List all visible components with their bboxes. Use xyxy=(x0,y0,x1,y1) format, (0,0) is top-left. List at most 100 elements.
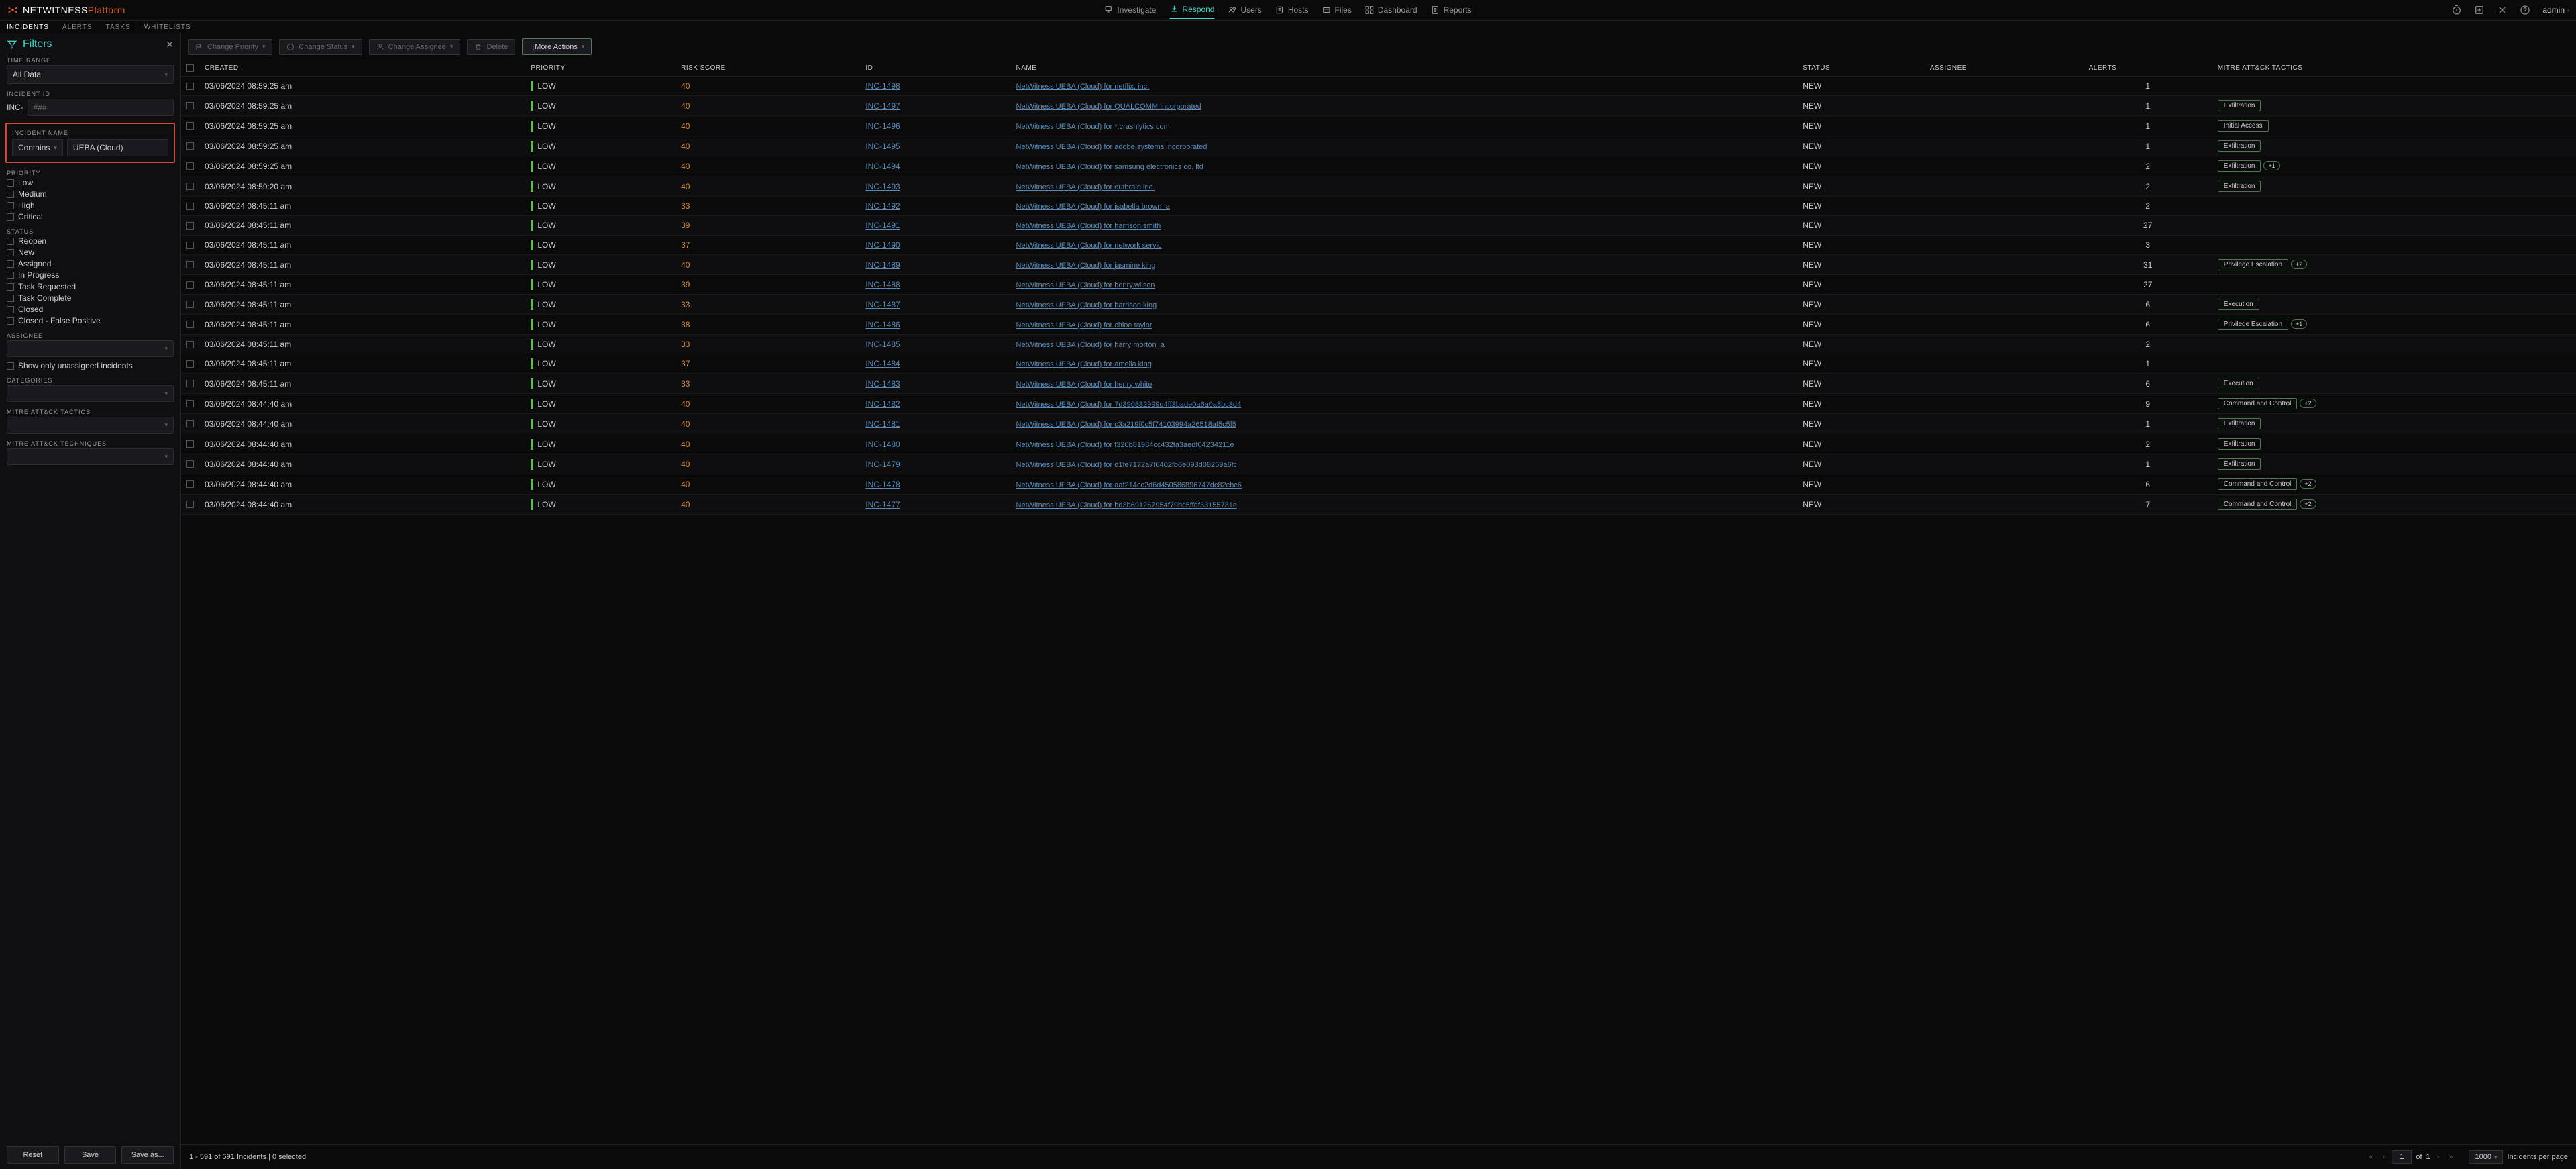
incident-id-link[interactable]: INC-1485 xyxy=(865,340,900,349)
row-checkbox[interactable] xyxy=(186,142,194,150)
incident-id-link[interactable]: INC-1478 xyxy=(865,480,900,489)
incident-name-link[interactable]: NetWitness UEBA (Cloud) for samsung elec… xyxy=(1016,163,1203,171)
column-header-mitre-att&ck-tactics[interactable]: MITRE ATT&CK TACTICS xyxy=(2212,60,2576,77)
help-icon[interactable] xyxy=(2520,5,2530,15)
row-checkbox[interactable] xyxy=(186,460,194,468)
table-row[interactable]: 03/06/2024 08:59:20 am LOW 40 INC-1493 N… xyxy=(181,176,2576,197)
change-assignee-button[interactable]: Change Assignee▾ xyxy=(369,39,461,55)
incident-name-link[interactable]: NetWitness UEBA (Cloud) for d1fe7172a7f6… xyxy=(1016,461,1238,469)
column-header-id[interactable]: ID xyxy=(860,60,1010,77)
change-priority-button[interactable]: Change Priority▾ xyxy=(188,39,272,55)
incident-name-link[interactable]: NetWitness UEBA (Cloud) for netflix, inc… xyxy=(1016,83,1150,91)
incident-name-link[interactable]: NetWitness UEBA (Cloud) for harry morton… xyxy=(1016,341,1165,349)
row-checkbox[interactable] xyxy=(186,301,194,308)
incident-name-link[interactable]: NetWitness UEBA (Cloud) for QUALCOMM Inc… xyxy=(1016,103,1201,111)
column-header-name[interactable]: NAME xyxy=(1011,60,1798,77)
table-row[interactable]: 03/06/2024 08:44:40 am LOW 40 INC-1481 N… xyxy=(181,414,2576,434)
status-option-new[interactable]: New xyxy=(7,248,174,257)
incident-name-link[interactable]: NetWitness UEBA (Cloud) for f320b81984cc… xyxy=(1016,441,1234,449)
incident-id-link[interactable]: INC-1480 xyxy=(865,440,900,449)
incident-name-link[interactable]: NetWitness UEBA (Cloud) for adobe system… xyxy=(1016,143,1208,151)
column-header-assignee[interactable]: ASSIGNEE xyxy=(1925,60,2084,77)
column-header-priority[interactable]: PRIORITY xyxy=(525,60,676,77)
next-page-button[interactable]: › xyxy=(2434,1152,2443,1162)
incident-name-link[interactable]: NetWitness UEBA (Cloud) for harrison smi… xyxy=(1016,222,1161,230)
incidents-table-container[interactable]: CREATEDPRIORITYRISK SCOREIDNAMESTATUSASS… xyxy=(181,60,2576,1144)
incident-id-link[interactable]: INC-1487 xyxy=(865,300,900,309)
row-checkbox[interactable] xyxy=(186,242,194,249)
nav-users[interactable]: Users xyxy=(1228,1,1261,19)
column-header-created[interactable]: CREATED xyxy=(199,60,525,77)
tactic-plus-badge[interactable]: +2 xyxy=(2300,499,2316,509)
row-checkbox[interactable] xyxy=(186,480,194,488)
tactic-plus-badge[interactable]: +2 xyxy=(2300,399,2316,408)
status-option-reopen[interactable]: Reopen xyxy=(7,236,174,246)
export-icon[interactable] xyxy=(2474,5,2485,15)
last-page-button[interactable]: » xyxy=(2446,1152,2455,1162)
table-row[interactable]: 03/06/2024 08:44:40 am LOW 40 INC-1482 N… xyxy=(181,394,2576,414)
incident-id-link[interactable]: INC-1498 xyxy=(865,81,900,91)
unassigned-checkbox[interactable]: Show only unassigned incidents xyxy=(7,361,174,370)
row-checkbox[interactable] xyxy=(186,183,194,190)
incident-id-link[interactable]: INC-1494 xyxy=(865,162,900,171)
status-option-closed---false-positive[interactable]: Closed - False Positive xyxy=(7,316,174,325)
table-row[interactable]: 03/06/2024 08:44:40 am LOW 40 INC-1478 N… xyxy=(181,474,2576,495)
incident-id-input[interactable]: ### xyxy=(28,99,174,116)
incident-name-link[interactable]: NetWitness UEBA (Cloud) for c3a219f0c5f7… xyxy=(1016,421,1236,429)
incident-id-link[interactable]: INC-1497 xyxy=(865,101,900,111)
nav-hosts[interactable]: Hosts xyxy=(1275,1,1309,19)
incident-id-link[interactable]: INC-1490 xyxy=(865,240,900,250)
delete-button[interactable]: Delete xyxy=(467,39,515,55)
brand-logo[interactable]: NETWITNESSPlatform xyxy=(7,4,125,16)
nav-reports[interactable]: Reports xyxy=(1431,1,1472,19)
table-row[interactable]: 03/06/2024 08:44:40 am LOW 40 INC-1479 N… xyxy=(181,454,2576,474)
tactic-plus-badge[interactable]: +1 xyxy=(2263,161,2279,170)
priority-option-medium[interactable]: Medium xyxy=(7,189,174,199)
incident-name-link[interactable]: NetWitness UEBA (Cloud) for harrison kin… xyxy=(1016,301,1157,309)
incident-name-link[interactable]: NetWitness UEBA (Cloud) for bd3b69126795… xyxy=(1016,501,1237,509)
table-row[interactable]: 03/06/2024 08:45:11 am LOW 33 INC-1487 N… xyxy=(181,295,2576,315)
column-header-alerts[interactable]: ALERTS xyxy=(2084,60,2212,77)
row-checkbox[interactable] xyxy=(186,321,194,328)
select-all-checkbox[interactable] xyxy=(186,64,194,72)
tactic-plus-badge[interactable]: +1 xyxy=(2291,319,2307,329)
save-button[interactable]: Save xyxy=(64,1146,117,1164)
row-checkbox[interactable] xyxy=(186,400,194,407)
tactic-plus-badge[interactable]: +2 xyxy=(2291,260,2307,269)
admin-menu[interactable]: admin › xyxy=(2542,5,2569,15)
tactic-plus-badge[interactable]: +2 xyxy=(2300,479,2316,489)
row-checkbox[interactable] xyxy=(186,203,194,210)
subnav-whitelists[interactable]: WHITELISTS xyxy=(144,23,191,31)
nav-respond[interactable]: Respond xyxy=(1169,1,1214,19)
subnav-tasks[interactable]: TASKS xyxy=(106,23,131,31)
column-header-status[interactable]: STATUS xyxy=(1797,60,1925,77)
table-row[interactable]: 03/06/2024 08:45:11 am LOW 37 INC-1484 N… xyxy=(181,354,2576,374)
status-option-assigned[interactable]: Assigned xyxy=(7,259,174,268)
row-checkbox[interactable] xyxy=(186,162,194,170)
table-row[interactable]: 03/06/2024 08:59:25 am LOW 40 INC-1495 N… xyxy=(181,136,2576,156)
incident-name-link[interactable]: NetWitness UEBA (Cloud) for chloe taylor xyxy=(1016,321,1152,329)
incident-name-link[interactable]: NetWitness UEBA (Cloud) for henry white xyxy=(1016,380,1152,389)
time-range-dropdown[interactable]: All Data▾ xyxy=(7,65,174,84)
table-row[interactable]: 03/06/2024 08:44:40 am LOW 40 INC-1477 N… xyxy=(181,495,2576,515)
contains-dropdown[interactable]: Contains▾ xyxy=(12,139,63,156)
table-row[interactable]: 03/06/2024 08:44:40 am LOW 40 INC-1480 N… xyxy=(181,434,2576,454)
table-row[interactable]: 03/06/2024 08:59:25 am LOW 40 INC-1497 N… xyxy=(181,96,2576,116)
incident-id-link[interactable]: INC-1482 xyxy=(865,399,900,409)
incident-name-link[interactable]: NetWitness UEBA (Cloud) for network serv… xyxy=(1016,242,1162,250)
prev-page-button[interactable]: ‹ xyxy=(2380,1152,2388,1162)
incident-name-link[interactable]: NetWitness UEBA (Cloud) for *.crashlytic… xyxy=(1016,123,1170,131)
priority-option-critical[interactable]: Critical xyxy=(7,212,174,221)
table-row[interactable]: 03/06/2024 08:59:25 am LOW 40 INC-1498 N… xyxy=(181,77,2576,96)
table-row[interactable]: 03/06/2024 08:45:11 am LOW 38 INC-1486 N… xyxy=(181,315,2576,335)
status-option-in-progress[interactable]: In Progress xyxy=(7,270,174,280)
status-option-closed[interactable]: Closed xyxy=(7,305,174,314)
incident-id-link[interactable]: INC-1488 xyxy=(865,280,900,289)
more-actions-button[interactable]: ⋮ More Actions▾ xyxy=(522,38,592,55)
incident-id-link[interactable]: INC-1496 xyxy=(865,121,900,131)
incident-name-link[interactable]: NetWitness UEBA (Cloud) for 7d390832999d… xyxy=(1016,401,1242,409)
incident-name-link[interactable]: NetWitness UEBA (Cloud) for outbrain inc… xyxy=(1016,183,1155,191)
incident-id-link[interactable]: INC-1481 xyxy=(865,419,900,429)
incident-name-link[interactable]: NetWitness UEBA (Cloud) for jasmine king xyxy=(1016,262,1156,270)
change-status-button[interactable]: Change Status▾ xyxy=(279,39,362,55)
